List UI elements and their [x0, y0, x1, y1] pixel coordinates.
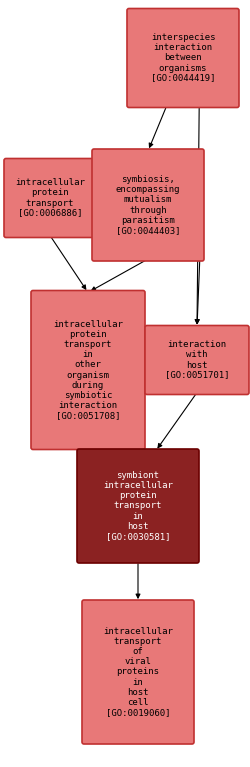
- FancyBboxPatch shape: [31, 291, 144, 449]
- FancyBboxPatch shape: [4, 159, 96, 238]
- FancyBboxPatch shape: [144, 325, 248, 394]
- Text: intracellular
protein
transport
[GO:0006886]: intracellular protein transport [GO:0006…: [15, 179, 84, 218]
- FancyBboxPatch shape: [126, 8, 238, 107]
- FancyBboxPatch shape: [77, 449, 198, 563]
- FancyBboxPatch shape: [82, 600, 193, 744]
- Text: intracellular
transport
of
viral
proteins
in
host
cell
[GO:0019060]: intracellular transport of viral protein…: [103, 627, 172, 716]
- Text: interspecies
interaction
between
organisms
[GO:0044419]: interspecies interaction between organis…: [150, 34, 214, 83]
- Text: interaction
with
host
[GO:0051701]: interaction with host [GO:0051701]: [164, 341, 228, 380]
- Text: symbiont
intracellular
protein
transport
in
host
[GO:0030581]: symbiont intracellular protein transport…: [103, 472, 172, 541]
- Text: symbiosis,
encompassing
mutualism
through
parasitism
[GO:0044403]: symbiosis, encompassing mutualism throug…: [115, 176, 180, 235]
- FancyBboxPatch shape: [92, 149, 203, 261]
- Text: intracellular
protein
transport
in
other
organism
during
symbiotic
interaction
[: intracellular protein transport in other…: [53, 321, 122, 420]
